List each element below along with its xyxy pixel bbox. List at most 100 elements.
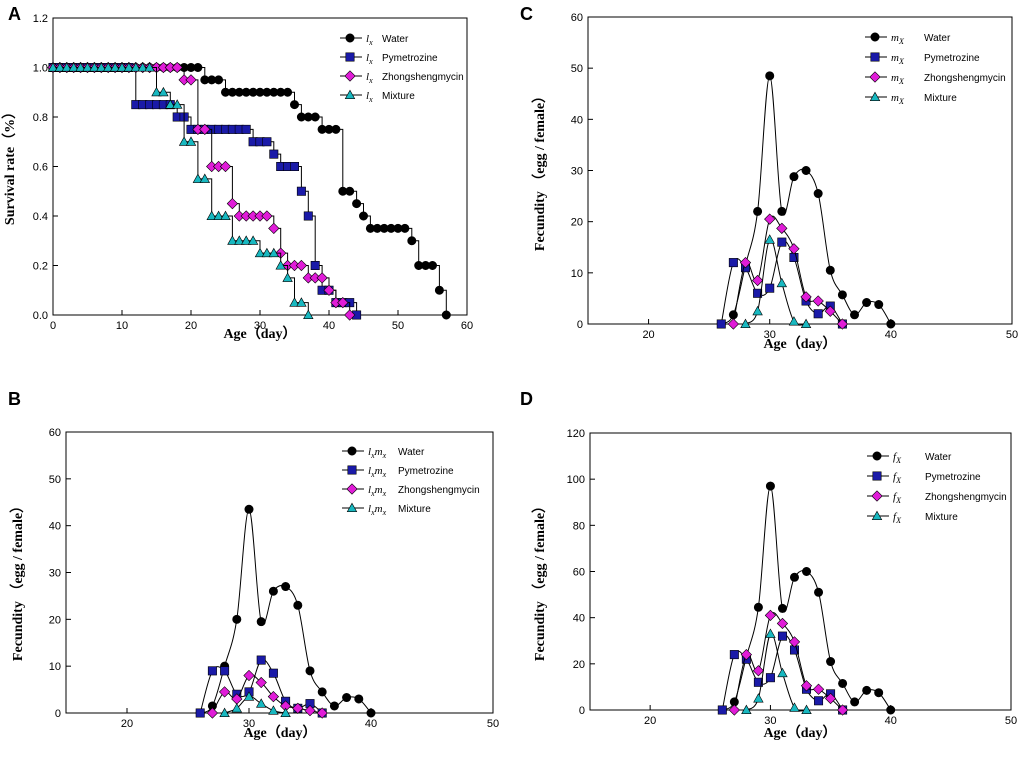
legend-symbol-letter: m bbox=[891, 72, 899, 84]
data-point bbox=[82, 62, 93, 72]
legend-symbol-letter: m bbox=[375, 503, 383, 515]
y-tick-label: 0 bbox=[55, 708, 61, 720]
data-point bbox=[303, 211, 313, 221]
legend-label: Water bbox=[924, 33, 951, 44]
legend-symbol: fX bbox=[893, 491, 902, 505]
legend-symbol: fX bbox=[893, 471, 902, 485]
legend-symbol-subscript: x bbox=[382, 508, 387, 517]
data-point bbox=[862, 685, 872, 695]
x-tick-label: 20 bbox=[121, 718, 133, 730]
legend-item: fX Pymetrozine bbox=[867, 471, 981, 485]
legend-item: mX Mixture bbox=[865, 91, 957, 106]
data-point bbox=[354, 694, 364, 704]
data-point bbox=[741, 704, 752, 715]
y-tick-label: 50 bbox=[49, 474, 61, 486]
legend-label: Water bbox=[382, 34, 409, 45]
legend-symbol: fX bbox=[893, 451, 902, 465]
legend-label: Pymetrozine bbox=[924, 53, 980, 64]
legend-symbol-subscript: X bbox=[895, 476, 902, 485]
legend-marker bbox=[346, 483, 358, 495]
legend-item: fX Water bbox=[867, 451, 952, 465]
data-point bbox=[728, 704, 740, 716]
data-point bbox=[268, 668, 278, 678]
data-point bbox=[296, 297, 307, 307]
legend-symbol-letter: l bbox=[366, 52, 369, 64]
legend-symbol-letter: l bbox=[366, 33, 369, 45]
data-point bbox=[199, 173, 211, 183]
data-point bbox=[836, 318, 849, 330]
y-tick-label: 0.8 bbox=[33, 112, 48, 124]
series-mixture bbox=[741, 628, 812, 715]
data-point bbox=[862, 298, 872, 308]
data-point bbox=[729, 650, 739, 660]
x-tick-label: 20 bbox=[185, 320, 197, 332]
y-axis-label: Fecundity （egg / female） bbox=[532, 499, 548, 661]
data-point bbox=[789, 702, 800, 712]
data-point bbox=[753, 677, 763, 687]
y-tick-label: 30 bbox=[49, 568, 61, 580]
data-point bbox=[295, 259, 308, 272]
legend-symbol-letter: m bbox=[375, 446, 383, 458]
data-point bbox=[886, 319, 896, 329]
data-point bbox=[826, 657, 836, 667]
data-point bbox=[812, 295, 824, 307]
data-point bbox=[317, 687, 327, 697]
x-tick-label: 30 bbox=[254, 320, 266, 332]
data-point bbox=[199, 123, 211, 135]
legend-item: lxmx Water bbox=[342, 446, 425, 460]
data-point bbox=[788, 243, 800, 255]
x-tick-label: 10 bbox=[116, 320, 128, 332]
data-point bbox=[281, 582, 291, 592]
data-point bbox=[289, 100, 299, 110]
y-tick-label: 0.6 bbox=[33, 162, 48, 174]
data-point bbox=[268, 222, 280, 234]
legend-symbol-subscript: x bbox=[370, 451, 375, 460]
legend-symbol-letter: f bbox=[893, 451, 898, 463]
legend-symbol-subscript: X bbox=[898, 57, 905, 66]
legend-label: Zhongshengmycin bbox=[924, 73, 1006, 84]
data-point bbox=[765, 71, 775, 81]
data-point bbox=[227, 235, 238, 245]
data-point bbox=[434, 285, 444, 295]
legend-symbol: mX bbox=[891, 32, 905, 46]
data-point bbox=[151, 86, 162, 97]
legend-symbol-subscript: x bbox=[382, 451, 387, 460]
data-point bbox=[777, 667, 788, 678]
series-mixture bbox=[219, 691, 291, 718]
data-point bbox=[800, 318, 812, 329]
data-point bbox=[764, 609, 777, 621]
data-point bbox=[310, 112, 320, 122]
chart-panel-b: B 20 30 40 50 0 10 20 30 40 50 60 Age（day） Fecundity … bbox=[8, 389, 499, 741]
panel-letter: C bbox=[520, 4, 533, 24]
legend-symbol-subscript: x bbox=[370, 489, 375, 498]
legend-symbol-subscript: x bbox=[370, 470, 375, 479]
data-point bbox=[185, 74, 197, 86]
legend-marker bbox=[872, 451, 882, 461]
legend-item: lx Pymetrozine bbox=[340, 52, 438, 66]
y-tick-label: 30 bbox=[571, 166, 583, 178]
data-point bbox=[323, 284, 335, 296]
data-point bbox=[213, 210, 224, 220]
legend-symbol-letter: m bbox=[891, 92, 899, 104]
data-point bbox=[753, 693, 764, 703]
data-point bbox=[206, 210, 217, 220]
data-point bbox=[874, 300, 884, 310]
data-point bbox=[269, 149, 279, 159]
legend-symbol-subscript: x bbox=[368, 57, 373, 66]
data-point bbox=[752, 305, 763, 316]
x-tick-label: 30 bbox=[243, 718, 255, 730]
data-point bbox=[777, 603, 787, 613]
legend-symbol-subscript: x bbox=[368, 76, 373, 85]
legend-symbol-letter: l bbox=[368, 503, 371, 515]
legend-marker bbox=[870, 32, 880, 42]
data-point bbox=[109, 62, 121, 72]
y-tick-label: 1.2 bbox=[33, 13, 48, 25]
data-point bbox=[342, 693, 352, 703]
data-point bbox=[219, 160, 232, 173]
data-point bbox=[337, 297, 349, 309]
series-mixture bbox=[740, 234, 812, 329]
legend-symbol: lx bbox=[366, 52, 373, 66]
data-point bbox=[765, 283, 775, 293]
